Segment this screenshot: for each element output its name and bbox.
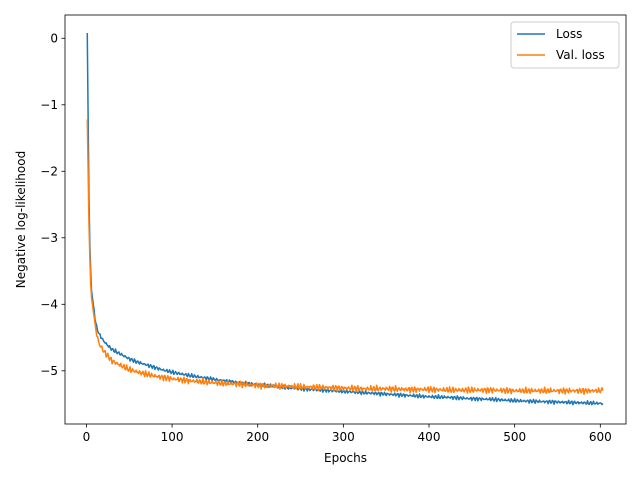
plot-frame: [64, 14, 627, 425]
y-tick-label: −1: [40, 98, 58, 112]
x-tick-label: 300: [332, 430, 355, 444]
x-tick-label: 600: [589, 430, 612, 444]
x-axis-label: Epochs: [324, 451, 367, 465]
y-tick-label: −5: [40, 364, 58, 378]
y-axis-label: Negative log-likelihood: [14, 151, 28, 288]
x-tick-label: 0: [83, 430, 91, 444]
legend-label: Val. loss: [556, 48, 605, 62]
series-line-val-loss: [86, 119, 604, 396]
series-line-loss: [86, 32, 604, 406]
y-tick-label: −3: [40, 231, 58, 245]
x-tick-label: 100: [161, 430, 184, 444]
y-tick-label: 0: [50, 31, 58, 45]
legend: Loss Val. loss: [510, 21, 620, 69]
legend-label: Loss: [556, 27, 582, 41]
x-tick-label: 200: [246, 430, 269, 444]
y-tick-label: −2: [40, 164, 58, 178]
x-tick-label: 500: [503, 430, 526, 444]
x-axis-ticks: 0 100 200 300 400 500 600: [83, 424, 612, 444]
y-axis-ticks: 0 −1 −2 −3 −4 −5: [40, 31, 65, 378]
series-lines: [86, 32, 604, 406]
x-tick-label: 400: [418, 430, 441, 444]
y-tick-label: −4: [40, 297, 58, 311]
